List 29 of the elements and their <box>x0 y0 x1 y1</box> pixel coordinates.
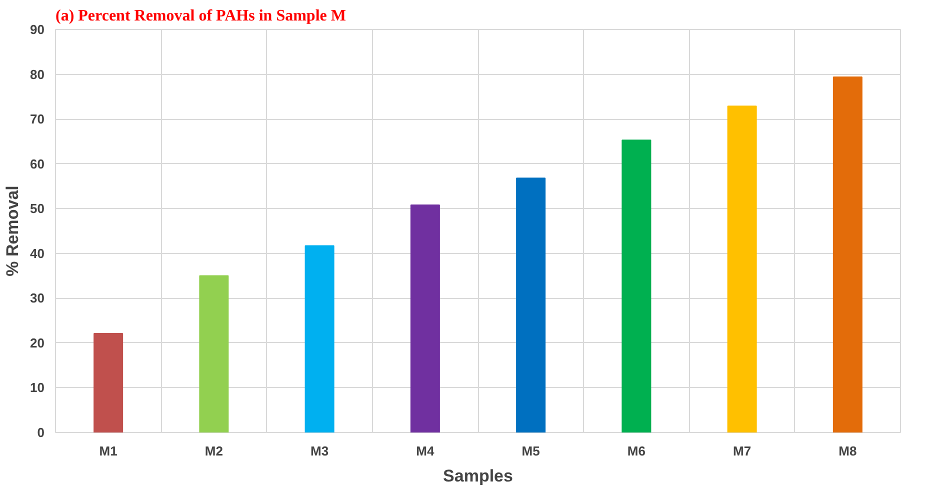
bar <box>727 106 757 432</box>
y-tick-label: 70 <box>30 112 45 127</box>
x-axis-title: Samples <box>443 466 513 486</box>
y-tick-label: 0 <box>37 425 45 440</box>
x-tick-label: M1 <box>99 444 118 458</box>
y-tick-label: 10 <box>30 380 45 396</box>
bar <box>516 178 546 432</box>
bar <box>622 140 652 432</box>
y-tick-label: 90 <box>30 22 45 37</box>
x-tick-label: M3 <box>310 444 329 458</box>
x-tick-label: M5 <box>522 444 540 458</box>
chart-title: (a) Percent Removal of PAHs in Sample M <box>56 8 346 24</box>
y-tick-label: 40 <box>30 246 45 261</box>
y-tick-label: 80 <box>30 66 45 82</box>
bar <box>304 245 334 432</box>
bar <box>94 333 124 432</box>
bar <box>199 275 229 432</box>
x-tick-label: M6 <box>627 444 646 458</box>
y-tick-label: 30 <box>30 290 45 306</box>
x-tick-label: M2 <box>204 444 223 458</box>
bar <box>410 204 440 432</box>
y-axis-title: % Removal <box>3 186 22 276</box>
x-tick-label: M8 <box>838 444 857 458</box>
bar <box>832 76 862 432</box>
y-tick-label: 60 <box>30 156 45 172</box>
x-tick-label: M7 <box>733 444 752 458</box>
y-tick-label: 50 <box>30 201 45 216</box>
x-tick-label: M4 <box>416 444 435 458</box>
y-tick-label: 20 <box>30 335 45 350</box>
